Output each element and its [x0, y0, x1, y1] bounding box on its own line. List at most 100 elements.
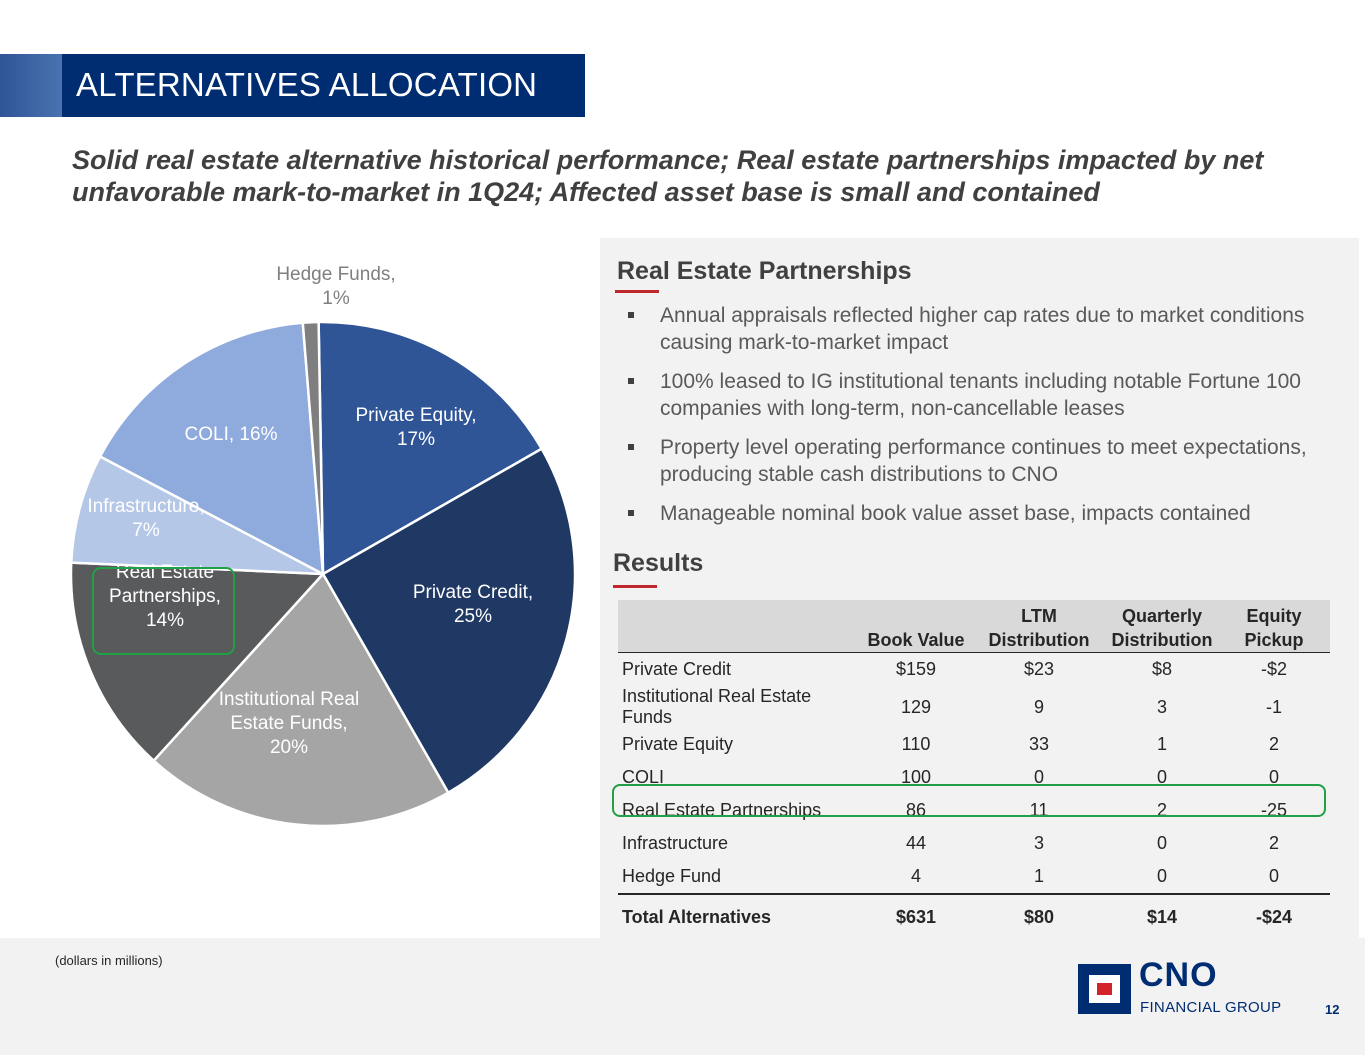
bullet-item: Annual appraisals reflected higher cap r… [626, 302, 1326, 356]
table-cell: 9 [1033, 696, 1044, 717]
table-cell: 1 [1033, 866, 1044, 886]
pie-label-institutional-real-estate-funds: Institutional Real Estate Funds, 20% [219, 689, 359, 758]
table-cell: 0 [1156, 767, 1167, 787]
bullet-marker [628, 510, 634, 516]
pie-label-line: Infrastructure, [87, 496, 204, 517]
table-row: Private Credit $159 $23 $8 -$2 [618, 653, 1330, 687]
pie-label-line: 1% [322, 288, 350, 309]
column-header-text: Equity Pickup [1244, 606, 1304, 650]
pie-label-line: 20% [270, 737, 308, 758]
pie-slice-infrastructure [70, 455, 325, 576]
table-row: Infrastructure 44 3 0 2 [618, 827, 1330, 860]
table-cell: -1 [1265, 696, 1282, 717]
logo-name: CNO [1139, 956, 1218, 994]
pie-slice-institutional-real-estate-funds [152, 572, 450, 828]
header-bar [62, 54, 585, 117]
table-cell: 0 [1268, 866, 1279, 886]
table-cell: $8 [1151, 659, 1173, 679]
table-cell: 3 [1033, 833, 1044, 853]
table-row: Hedge Fund 4 1 0 0 [618, 860, 1330, 894]
pie-label-private-equity: Private Equity, 17% [355, 405, 476, 450]
table-cell: 2 [1156, 800, 1167, 820]
pie-slice-hedge-funds [301, 320, 325, 576]
pie-label-line: 14% [146, 610, 184, 631]
heading-underline [615, 290, 659, 293]
bullet-marker [628, 444, 634, 450]
bullet-marker [628, 378, 634, 384]
table-cell: 44 [905, 833, 927, 853]
table-cell: 0 [1156, 833, 1167, 853]
heading-underline [613, 585, 657, 588]
company-logo: CNO FINANCIAL GROUP [1078, 956, 1288, 1020]
table-cell: $631 [860, 893, 972, 939]
page-number: 12 [1325, 1002, 1340, 1017]
pie-label-line: Partnerships, [109, 586, 221, 607]
table-cell: 4 [910, 866, 921, 886]
logo-mark-red [1097, 983, 1112, 995]
table-cell: 0 [1268, 767, 1279, 787]
pie-label-line: Estate Funds, [230, 713, 347, 734]
table-row: Private Equity 110 33 1 2 [618, 728, 1330, 761]
column-header-equity: Equity Pickup [1218, 600, 1330, 653]
bullet-item: Manageable nominal book value asset base… [626, 500, 1326, 527]
table-header-row: Book Value LTM Distribution Quarterly Di… [618, 600, 1330, 653]
footnote: (dollars in millions) [55, 953, 163, 968]
allocation-pie-chart: Private Equity, 17% Private Credit, 25% Inst… [69, 264, 577, 828]
table-cell: 0 [1156, 866, 1167, 886]
pie-label-line: 25% [454, 606, 492, 627]
table-highlight-box [612, 784, 1326, 817]
column-header-book-value: Book Value [860, 600, 972, 653]
bullet-marker [628, 312, 634, 318]
header-accent [0, 54, 62, 117]
row-label: COLI [622, 767, 665, 787]
table-cell: 3 [1156, 696, 1167, 717]
table-cell: 33 [1028, 734, 1050, 754]
column-header-text: Book Value [867, 630, 965, 650]
table-cell: $23 [1023, 659, 1055, 679]
table-cell: 2 [1268, 833, 1279, 853]
table-row: Institutional Real Estate Funds 129 9 3 -1 [618, 686, 1330, 728]
bullet-text: 100% leased to IG institutional tenants … [660, 370, 1301, 420]
logo-mark-icon [1078, 964, 1131, 1014]
table-cell: 2 [1268, 734, 1279, 754]
row-label: Infrastructure [622, 833, 729, 853]
pie-slice-private-credit [321, 447, 577, 794]
subtitle: Solid real estate alternative historical… [72, 145, 1264, 207]
row-label: Private Credit [622, 659, 732, 679]
pie-slice-coli [98, 321, 325, 576]
page-title: ALTERNATIVES ALLOCATION [76, 66, 538, 103]
results-table: Book Value LTM Distribution Quarterly Di… [618, 600, 1330, 939]
pie-slices [69, 320, 577, 828]
footer-band [0, 938, 1365, 1055]
table-cell: $80 [972, 893, 1106, 939]
table-cell: 0 [1033, 767, 1044, 787]
right-panel [600, 238, 1359, 938]
bullet-item: Property level operating performance con… [626, 434, 1326, 488]
column-header [618, 600, 860, 653]
column-header-ltm: LTM Distribution [972, 600, 1106, 653]
pie-label-line: Hedge Funds, [276, 264, 395, 285]
pie-labels: Private Equity, 17% Private Credit, 25% Inst… [87, 264, 533, 758]
pie-highlight-box [92, 567, 235, 655]
table-cell: $14 [1106, 893, 1218, 939]
bullet-text: Annual appraisals reflected higher cap r… [660, 304, 1305, 354]
table-row: COLI 100 0 0 0 [618, 761, 1330, 794]
column-header-quarterly: Quarterly Distribution [1106, 600, 1218, 653]
row-label: Hedge Fund [622, 866, 722, 886]
table-cell: 1 [1156, 734, 1167, 754]
pie-label-line: COLI, 16% [185, 424, 278, 445]
table-cell: 100 [900, 767, 932, 787]
pie-label-line: Institutional Real [219, 689, 359, 710]
row-label: Institutional Real Estate Funds [622, 686, 812, 727]
real-estate-heading: Real Estate Partnerships [617, 257, 912, 285]
pie-slice-private-equity [317, 320, 543, 576]
pie-label-coli: COLI, 16% [185, 424, 278, 445]
bullet-text: Manageable nominal book value asset base… [660, 502, 1251, 525]
logo-subtitle: FINANCIAL GROUP [1140, 999, 1282, 1016]
table-cell: -$2 [1260, 659, 1287, 679]
pie-label-line: 17% [397, 429, 435, 450]
table-cell: $159 [895, 659, 937, 679]
column-header-text: Quarterly Distribution [1111, 606, 1213, 650]
row-label: Private Equity [622, 734, 734, 754]
